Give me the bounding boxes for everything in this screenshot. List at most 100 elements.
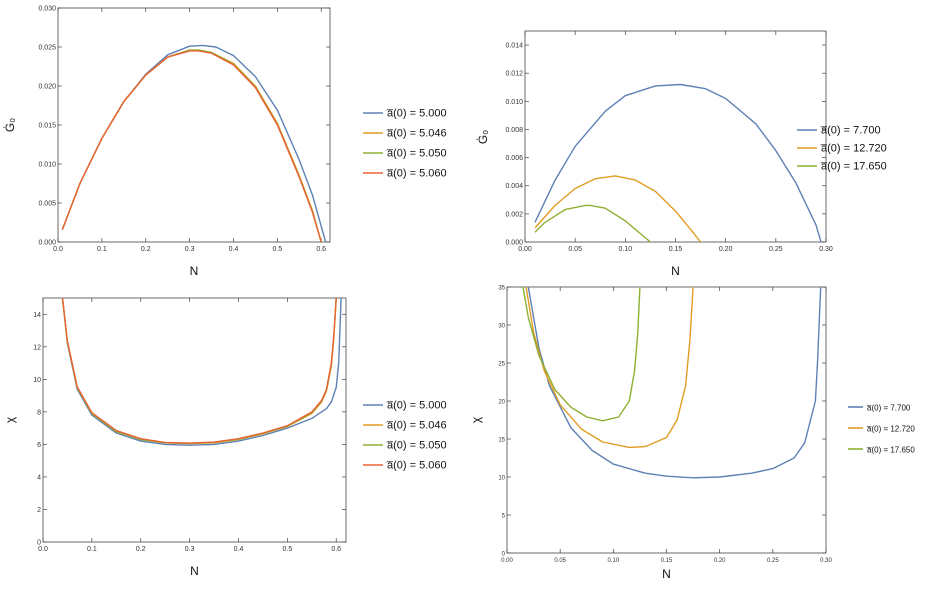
legend-label: a̅(0) = 5.046 [386,420,447,432]
series-line-3 [522,287,641,422]
series-line-2 [525,287,694,449]
x-tick-label: 0.3 [185,546,195,553]
y-axis-label: χ [3,416,17,423]
series-line-3 [61,49,322,242]
legend-label: a̅(0) = 5.046 [386,128,447,140]
y-tick-label: 0.005 [38,201,56,208]
y-axis-label: Ġ₀ [3,118,17,132]
legend-label: a̅(0) = 12.720 [820,143,887,155]
y-tick-label: 10 [33,377,41,384]
y-tick-label: 10 [498,476,505,482]
y-tick-label: 0.015 [38,123,56,130]
series-line-3 [534,204,651,242]
chart-3: 0.0 0.1 0.2 0.3 0.4 0.5 0.6 0 2 4 6 8 10 12 14 Nχ a̅(0) … [3,297,447,578]
x-tick-label: 0.15 [661,558,673,564]
x-tick-label: 0.4 [229,246,239,253]
y-tick-label: 12 [33,344,41,351]
y-tick-label: 35 [498,286,505,292]
y-tick-label: 6 [37,442,41,449]
series-line-1 [61,298,342,446]
y-tick-label: 15 [498,438,505,444]
y-tick-label: 0.012 [505,71,523,78]
y-tick-label: 2 [37,507,41,514]
x-axis-label: N [190,264,199,278]
y-tick-label: 5 [502,514,506,520]
x-tick-label: 0.30 [820,558,832,564]
x-axis-label: N [671,264,680,278]
y-tick-label: 0.010 [38,162,56,169]
x-tick-label: 0.1 [87,546,97,553]
y-tick-label: 20 [498,400,505,406]
y-tick-label: 0.014 [505,43,523,50]
y-tick-label: 25 [498,362,505,368]
series-line-4 [61,298,337,444]
series-line-2 [61,49,322,242]
y-tick-label: 4 [37,474,41,481]
y-axis-label: χ [469,416,483,423]
x-tick-label: 0.15 [669,246,683,253]
x-tick-label: 0.20 [714,558,726,564]
legend-label: a̅(0) = 5.000 [386,400,447,412]
x-tick-label: 0.10 [607,558,619,564]
y-tick-label: 0.004 [505,183,523,190]
x-tick-label: 0.05 [554,558,566,564]
chart-1: 0.0 0.1 0.2 0.3 0.4 0.5 0.6 0.000 0.005 0.010 0.01… [3,6,447,279]
x-axis-label: N [662,567,671,581]
x-tick-label: 0.5 [272,246,282,253]
y-tick-label: 0.010 [505,99,523,106]
y-tick-label: 0.025 [38,45,56,52]
legend-label: a̅(0) = 5.000 [386,108,447,120]
y-tick-label: 14 [33,312,41,319]
x-tick-label: 0.10 [619,246,633,253]
legend-label: a̅(0) = 5.060 [386,168,447,180]
y-tick-label: 0.030 [38,6,56,13]
y-axis-label: Ġ₀ [476,130,490,144]
legend-label: a̅(0) = 7.700 [820,125,881,137]
legend-label: a̅(0) = 5.060 [386,460,447,472]
y-tick-label: 0.000 [38,240,56,247]
series-line-4 [61,50,322,242]
x-tick-label: 0.30 [819,246,833,253]
x-tick-label: 0.2 [136,546,146,553]
x-tick-label: 0.6 [316,246,326,253]
series-line-2 [534,175,702,242]
y-tick-label: 0.020 [38,84,56,91]
plot-frame [57,7,331,243]
legend-label: a̅(0) = 17.650 [866,446,915,455]
x-tick-label: 0.6 [331,546,341,553]
x-axis-label: N [190,564,199,578]
x-tick-label: 0.0 [38,546,48,553]
x-tick-label: 0.3 [185,246,195,253]
legend-label: a̅(0) = 12.720 [866,425,915,434]
y-tick-label: 30 [498,324,505,330]
x-tick-label: 0.00 [518,246,532,253]
x-tick-label: 0.1 [97,246,107,253]
y-tick-label: 0.008 [505,127,523,134]
y-tick-label: 8 [37,409,41,416]
y-tick-label: 0.000 [505,240,523,247]
y-tick-label: 0 [37,540,41,547]
x-tick-label: 0.20 [719,246,733,253]
x-tick-label: 0.25 [769,246,783,253]
x-tick-label: 0.2 [141,246,151,253]
legend-label: a̅(0) = 7.700 [866,404,911,413]
legend-label: a̅(0) = 17.650 [820,161,887,173]
legend-label: a̅(0) = 5.050 [386,148,447,160]
plot-frame [506,286,827,554]
x-tick-label: 0.00 [501,558,513,564]
legend-label: a̅(0) = 5.050 [386,440,447,452]
x-tick-label: 0.05 [568,246,582,253]
y-tick-label: 0 [502,552,506,558]
x-tick-label: 0.4 [234,546,244,553]
chart-2: 0.00 0.05 0.10 0.15 0.20 0.25 0.30 0.000 0.002 0.… [476,30,887,278]
x-tick-label: 0.5 [282,546,292,553]
y-tick-label: 0.006 [505,155,523,162]
x-tick-label: 0.25 [767,558,779,564]
y-tick-label: 0.002 [505,211,523,218]
chart-4: 0.00 0.05 0.10 0.15 0.20 0.25 0.30 0 5 10 15 20 25 30… [469,286,915,582]
series-line-1 [534,83,822,242]
plot-frame [42,297,347,543]
x-tick-label: 0.0 [53,246,63,253]
series-line-1 [527,287,822,479]
